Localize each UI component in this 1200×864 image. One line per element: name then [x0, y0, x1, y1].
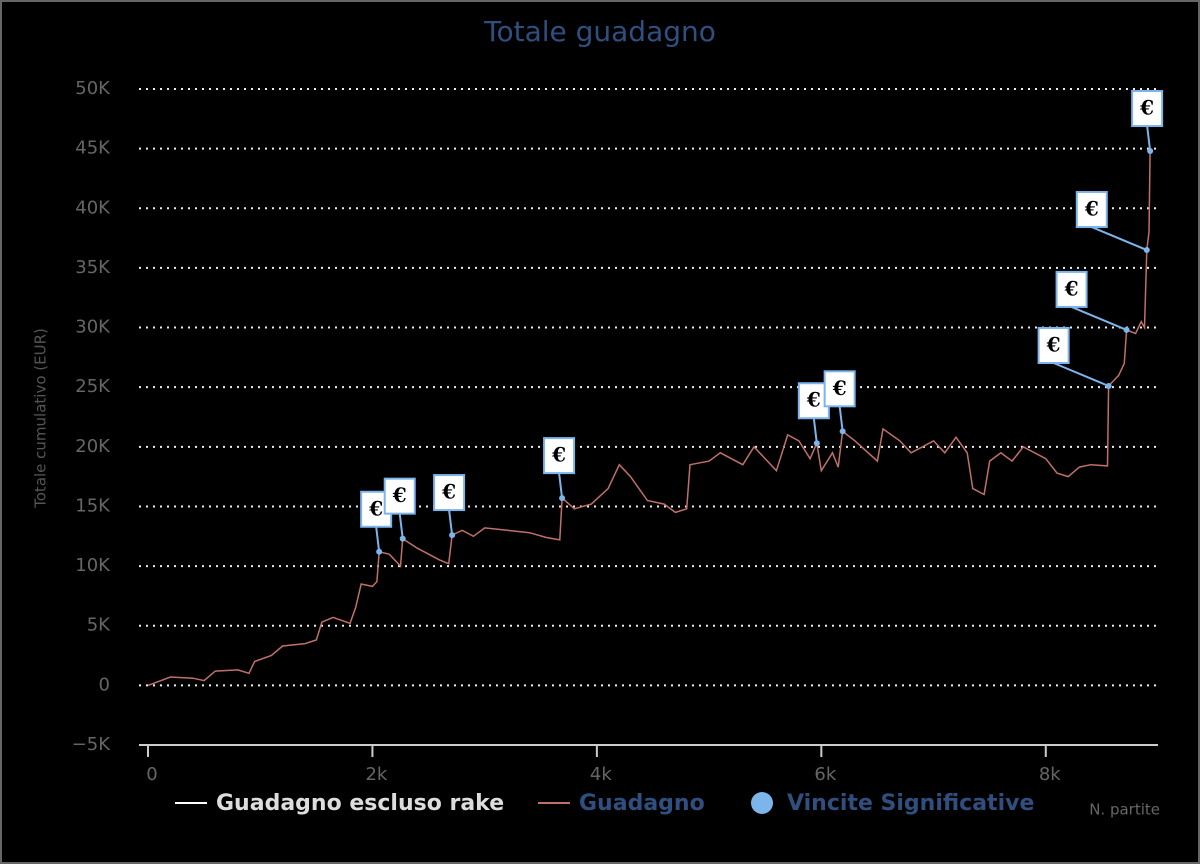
- flag-label: €: [1139, 96, 1154, 120]
- significant-win-point: [1123, 326, 1130, 333]
- flag-connector: [838, 406, 844, 432]
- flag: [823, 370, 856, 408]
- flag-connector: [398, 513, 404, 539]
- chart-title: Totale guadagno: [483, 15, 716, 48]
- legend-marker: [751, 792, 773, 814]
- flag: [543, 437, 576, 475]
- flag-connector: [558, 472, 564, 499]
- y-tick-label: 45K: [75, 138, 111, 159]
- flag-label: €: [1064, 276, 1079, 300]
- significant-win-point: [1147, 148, 1154, 155]
- flag-label: €: [806, 388, 821, 412]
- x-tick-label: 2k: [365, 764, 387, 785]
- y-tick-label: 30K: [75, 317, 111, 338]
- y-tick-label: 10K: [75, 555, 111, 576]
- flag: [1037, 326, 1070, 364]
- significant-win-point: [1143, 247, 1150, 254]
- flag-connector: [375, 526, 381, 552]
- flag: [1131, 90, 1164, 128]
- y-tick-label: 15K: [75, 495, 111, 516]
- y-tick-label: 0: [99, 674, 110, 695]
- y-tick-label: 40K: [75, 197, 111, 218]
- significant-win-point: [1105, 382, 1112, 389]
- significant-win-point: [449, 532, 456, 539]
- y-tick-label: 5K: [87, 615, 111, 636]
- flag: [433, 474, 466, 512]
- significant-win-point: [376, 548, 383, 555]
- significant-win-point: [813, 440, 820, 447]
- flag-connector: [1146, 125, 1152, 152]
- legend-label: Guadagno escluso rake: [216, 791, 504, 816]
- flag: [383, 477, 416, 515]
- legend-label: Vincite Significative: [787, 791, 1034, 816]
- line-series: [147, 150, 1151, 687]
- flag-label: €: [392, 483, 407, 507]
- flag-label: €: [832, 376, 847, 400]
- flag-connector: [812, 418, 818, 444]
- x-tick-label: 8k: [1039, 764, 1061, 785]
- flag-label: €: [551, 443, 566, 467]
- flag-label: €: [441, 480, 456, 504]
- flag-connector: [1053, 362, 1110, 387]
- x-tick-label: 4k: [590, 764, 612, 785]
- y-tick-label: −5K: [72, 734, 112, 755]
- flag-connector: [1071, 306, 1127, 331]
- flag-connector: [1091, 226, 1148, 251]
- flag-connector: [448, 509, 454, 536]
- significant-win-point: [839, 428, 846, 435]
- significant-win-point: [559, 495, 566, 502]
- x-tick-label: 0: [146, 764, 157, 785]
- flag-label: €: [368, 496, 383, 520]
- flag: [1075, 191, 1108, 229]
- significant-win-point: [399, 535, 406, 542]
- y-axis-label: Totale cumulativo (EUR): [32, 328, 50, 509]
- y-tick-label: 25K: [75, 376, 111, 397]
- y-tick-label: 50K: [75, 78, 111, 99]
- flag-label: €: [1084, 197, 1099, 221]
- legend-label: Guadagno: [579, 791, 705, 816]
- x-tick-label: 6k: [814, 764, 836, 785]
- y-tick-label: 35K: [75, 257, 111, 278]
- flag-label: €: [1046, 332, 1061, 356]
- flag: [1055, 270, 1088, 308]
- y-tick-label: 20K: [75, 436, 111, 457]
- x-axis-label: N. partite: [1089, 801, 1160, 819]
